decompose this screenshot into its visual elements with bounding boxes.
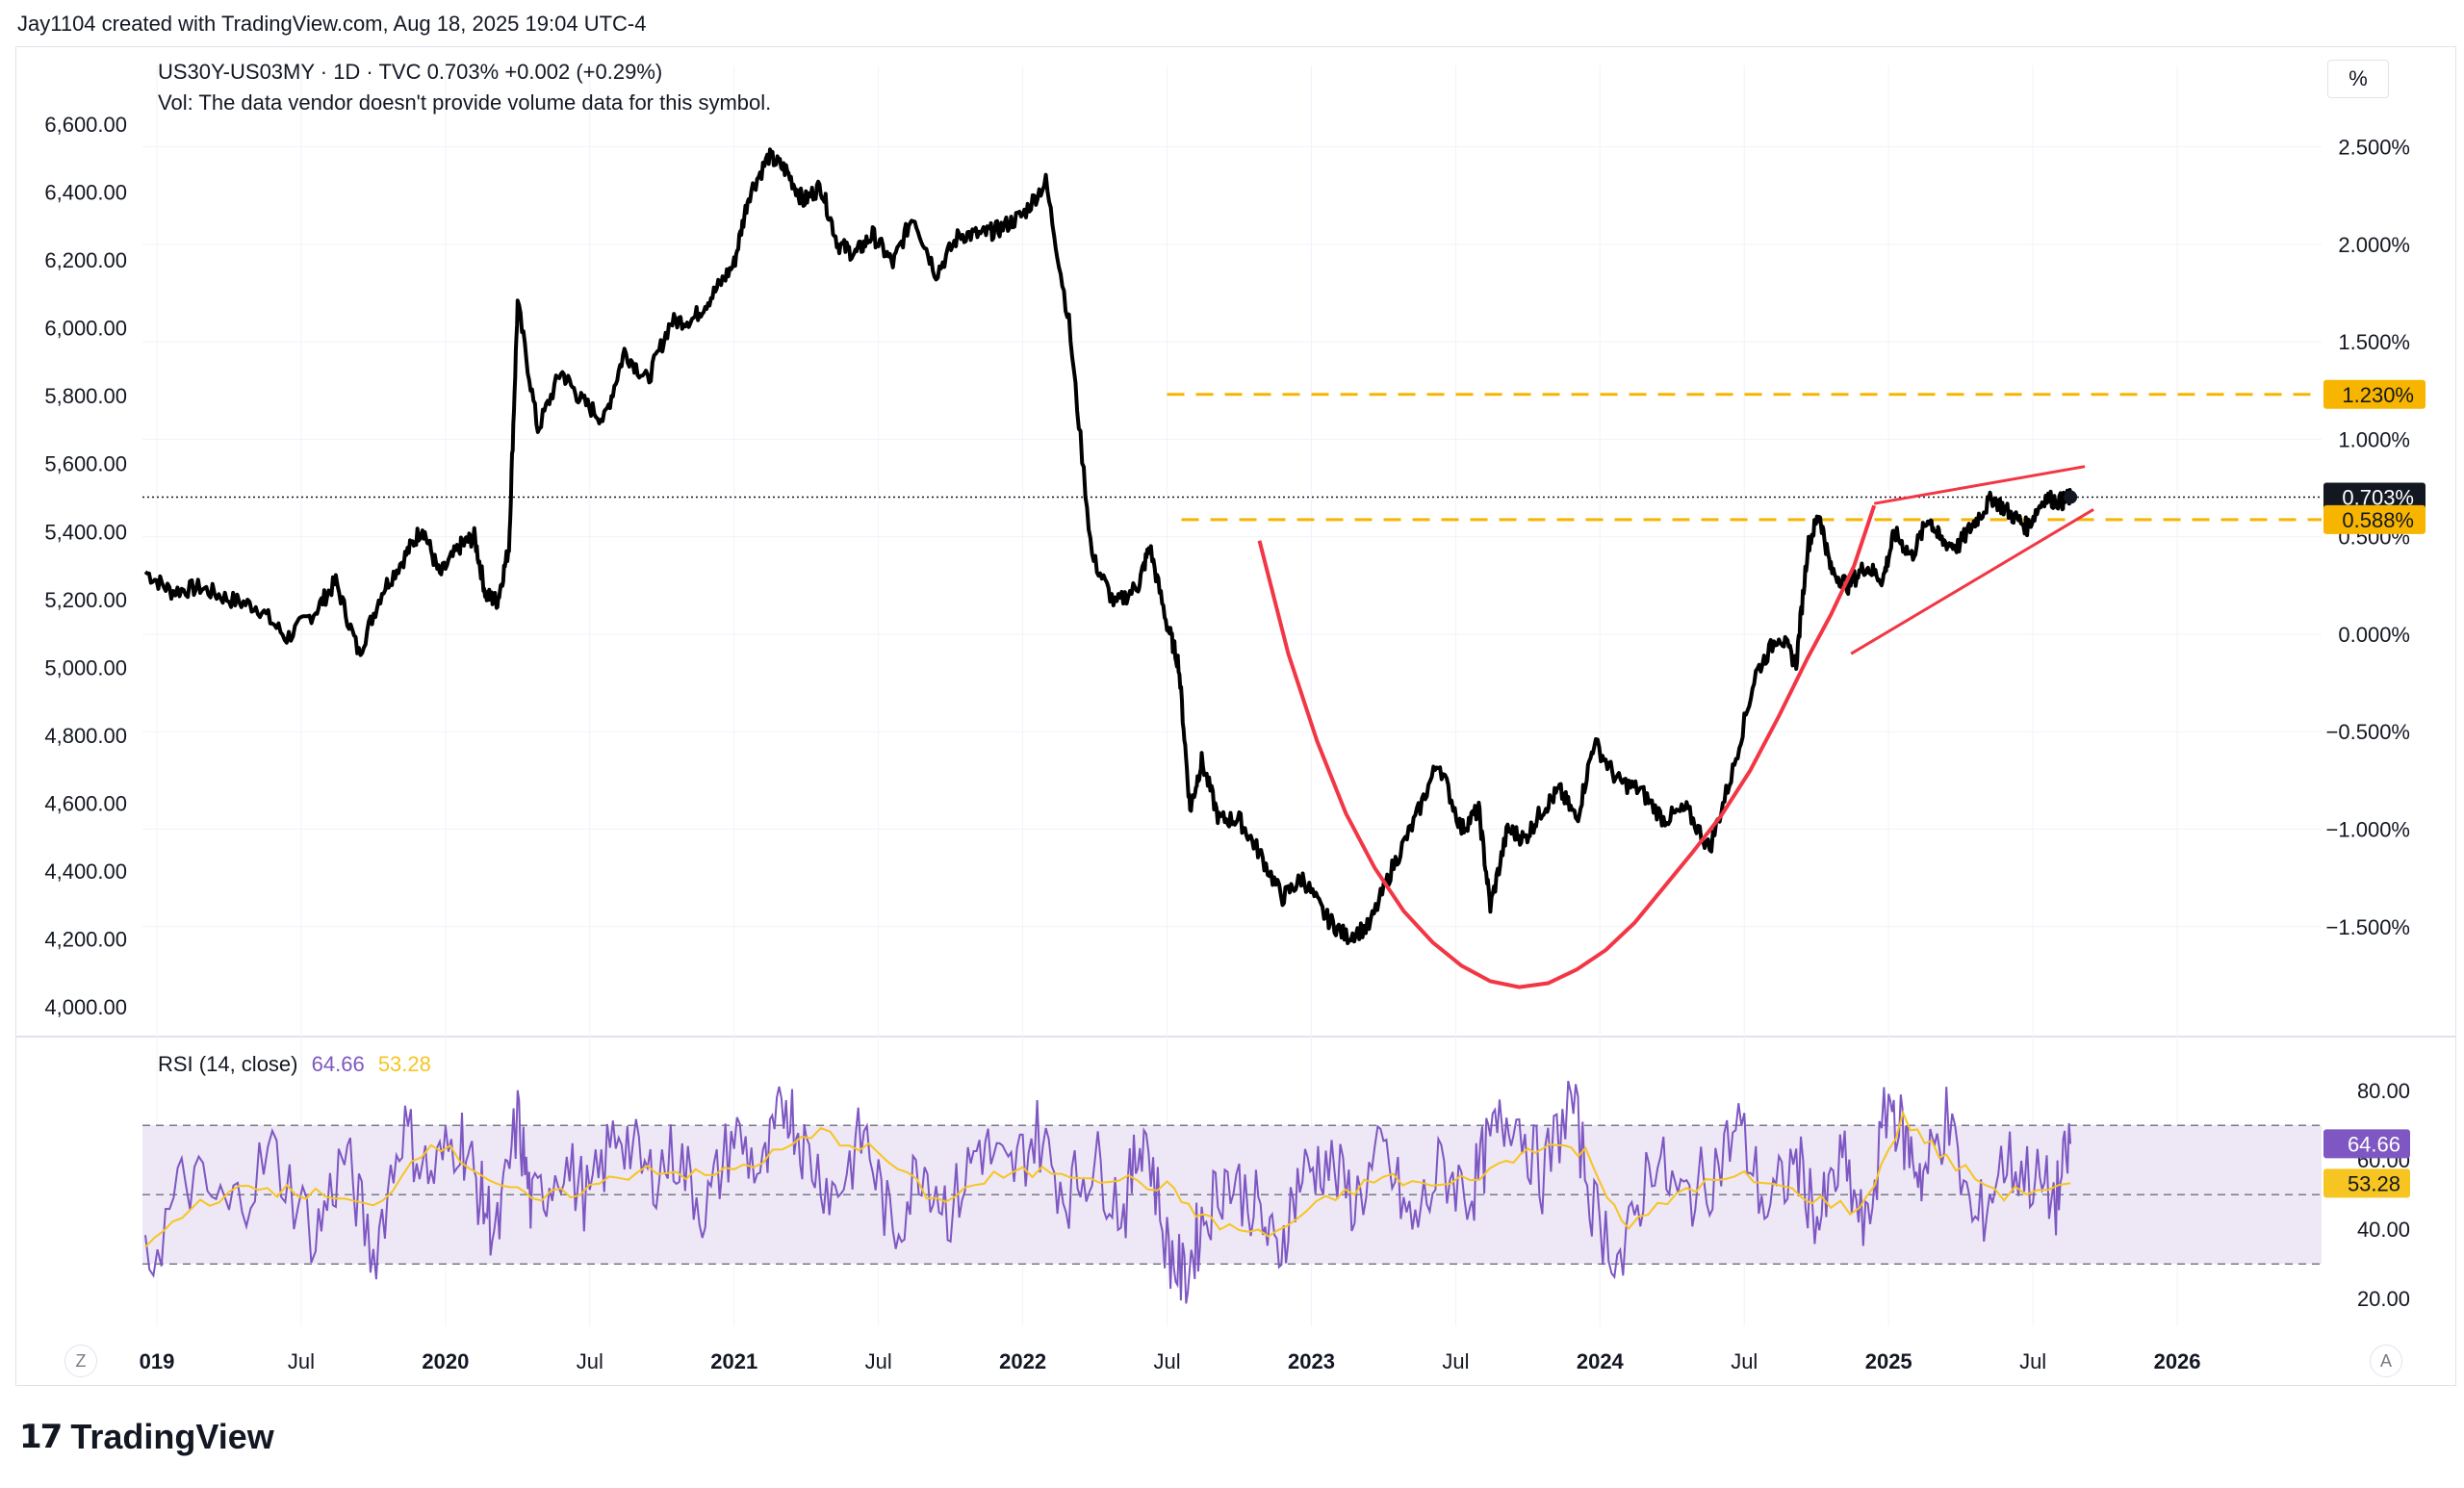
rsi-ma-line [144, 1110, 2071, 1248]
right-axis-tick: −0.500% [2326, 720, 2410, 744]
right-axis-tick: 2.500% [2338, 136, 2410, 160]
left-axis-tick: 4,200.00 [44, 927, 127, 951]
left-axis-tick: 4,800.00 [44, 724, 127, 748]
time-axis-tick: Jul [1442, 1349, 1469, 1373]
time-axis-tick: 2023 [1288, 1349, 1335, 1373]
price-line [143, 147, 2073, 945]
rsi-value-tag: 64.66 [2348, 1132, 2400, 1156]
symbol-legend: US30Y-US03MY · 1D · TVC 0.703% +0.002 (+… [158, 60, 663, 84]
grid-lines [15, 65, 2456, 1326]
left-price-axis: 6,600.00 6,400.00 6,200.00 6,000.00 5,800.00… [44, 113, 127, 1019]
wedge-upper-line [1873, 465, 2086, 505]
volume-note: Vol: The data vendor doesn't provide vol… [158, 90, 772, 115]
left-axis-tick: 5,800.00 [44, 384, 127, 408]
time-axis-tick: 2020 [422, 1349, 469, 1373]
level-tag: 0.588% [2342, 508, 2414, 532]
left-axis-tick: 6,400.00 [44, 181, 127, 205]
left-axis-tick: 5,200.00 [44, 588, 127, 612]
time-axis-tick: 2022 [999, 1349, 1046, 1373]
right-axis-tick: −1.500% [2326, 915, 2410, 939]
percent-scale-button[interactable]: % [2327, 60, 2389, 98]
time-axis-tick: 2024 [1577, 1349, 1625, 1373]
last-price-tag-bg [2323, 482, 2426, 512]
rsi-line [144, 1080, 2072, 1304]
attribution-text: Jay1104 created with TradingView.com, Au… [17, 12, 647, 36]
axis-value-tags: 1.230%0.703%0.588% [2323, 379, 2426, 534]
left-axis-tick: 4,400.00 [44, 859, 127, 884]
level-tag-bg [2323, 504, 2426, 534]
right-axis-tick: 1.000% [2338, 427, 2410, 451]
wedge-lower-line [1850, 508, 2094, 655]
rsi-legend: RSI (14, close) 64.66 53.28 [158, 1052, 431, 1077]
rsi-value-tag-bg [2323, 1129, 2410, 1159]
left-axis-tick: 6,000.00 [44, 317, 127, 341]
right-axis-tick: 0.000% [2338, 623, 2410, 647]
left-axis-tick: 5,600.00 [44, 452, 127, 476]
left-axis-tick: 4,600.00 [44, 791, 127, 815]
right-axis-tick: −1.000% [2326, 817, 2410, 841]
brand-name: TradingView [70, 1417, 274, 1456]
pattern-drawings [1257, 465, 2094, 989]
left-axis-tick: 6,600.00 [44, 113, 127, 137]
level-tag: 1.230% [2342, 383, 2414, 407]
left-axis-tick: 6,200.00 [44, 248, 127, 272]
time-axis-tick: Jul [865, 1349, 892, 1373]
rsi-ma-value: 53.28 [377, 1052, 431, 1076]
rsi-axis-tick: 40.00 [2357, 1218, 2410, 1242]
last-price-dot [2064, 490, 2078, 504]
right-percent-axis: 2.500%2.000%1.500%1.000%0.500%0.000%−0.5… [2326, 136, 2410, 939]
time-axis-tick: Jul [1731, 1349, 1758, 1373]
auto-scale-button[interactable]: A [2370, 1345, 2402, 1377]
tradingview-brand: 17 TradingView [19, 1417, 274, 1457]
chart-frame [15, 46, 2456, 1386]
zoom-button[interactable]: Z [64, 1345, 97, 1377]
time-axis-tick: 019 [140, 1349, 175, 1373]
left-axis-tick: 4,000.00 [44, 995, 127, 1019]
horizontal-levels [142, 393, 2322, 522]
cup-pattern-curve [1257, 504, 1877, 989]
rsi-axis-tick: 20.00 [2357, 1287, 2410, 1311]
rsi-value: 64.66 [311, 1052, 365, 1076]
time-axis-tick: Jul [288, 1349, 315, 1373]
time-axis-tick: 2025 [1865, 1349, 1912, 1373]
time-axis-tick: Jul [577, 1349, 603, 1373]
rsi-ma-value-tag: 53.28 [2348, 1171, 2400, 1195]
left-axis-tick: 5,400.00 [44, 520, 127, 544]
time-axis: 019 Jul 2020 Jul 2021 Jul 2022 Jul 2023 Jul 2024 Ju… [140, 1349, 2201, 1373]
time-axis-tick: 2026 [2154, 1349, 2201, 1373]
right-axis-tick: 1.500% [2338, 330, 2410, 354]
rsi-ma-value-tag-bg [2323, 1168, 2410, 1198]
rsi-label: RSI (14, close) [158, 1052, 298, 1076]
rsi-axis-tick: 80.00 [2357, 1079, 2410, 1103]
tradingview-logo: 17 [19, 1418, 63, 1456]
level-tag-bg [2323, 379, 2426, 409]
time-axis-tick: 2021 [710, 1349, 757, 1373]
price-series [143, 147, 2078, 945]
left-axis-tick: 5,000.00 [44, 655, 127, 680]
time-axis-tick: Jul [2019, 1349, 2046, 1373]
time-axis-tick: Jul [1153, 1349, 1180, 1373]
right-axis-tick: 2.000% [2338, 233, 2410, 257]
